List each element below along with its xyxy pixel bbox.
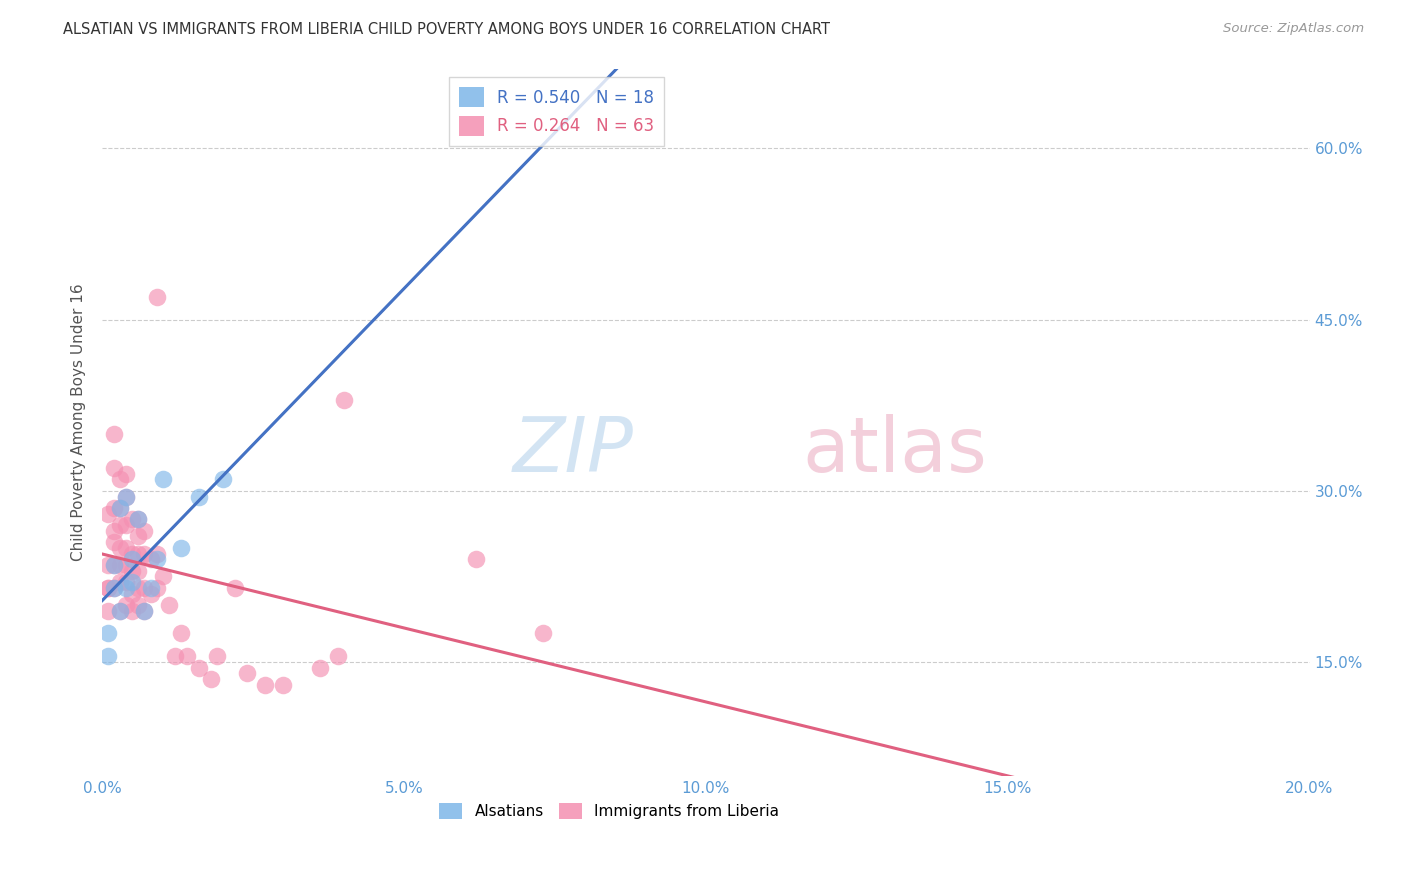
Point [127, 529, 149, 543]
Point [145, 581, 167, 595]
Text: Source: ZipAtlas.com: Source: ZipAtlas.com [1223, 22, 1364, 36]
Point [139, 581, 162, 595]
Point [103, 558, 125, 572]
Point [127, 512, 149, 526]
Point [200, 672, 222, 686]
Point [254, 678, 277, 692]
Point [170, 541, 193, 555]
Point [176, 649, 198, 664]
Point [110, 604, 132, 618]
Point [134, 581, 156, 595]
Point [134, 604, 156, 618]
Point [121, 564, 143, 578]
Point [103, 558, 125, 572]
Point [127, 564, 149, 578]
Point [97, 581, 120, 595]
Point [134, 547, 156, 561]
Point [145, 547, 167, 561]
Point [127, 598, 149, 612]
Point [103, 581, 125, 595]
Point [465, 552, 488, 566]
Point [110, 558, 132, 572]
Point [224, 581, 246, 595]
Point [121, 604, 143, 618]
Point [97, 604, 120, 618]
Point [205, 649, 228, 664]
Point [236, 666, 259, 681]
Point [139, 586, 162, 600]
Point [121, 575, 143, 590]
Point [110, 518, 132, 533]
Point [127, 581, 149, 595]
Point [121, 586, 143, 600]
Point [103, 524, 125, 538]
Text: ZIP: ZIP [513, 414, 634, 488]
Point [115, 490, 138, 504]
Point [115, 558, 138, 572]
Point [134, 524, 156, 538]
Point [121, 552, 143, 566]
Point [332, 392, 354, 407]
Legend: Alsatians, Immigrants from Liberia: Alsatians, Immigrants from Liberia [433, 797, 786, 825]
Point [97, 649, 120, 664]
Point [103, 581, 125, 595]
Point [187, 661, 209, 675]
Point [97, 626, 120, 640]
Point [127, 512, 149, 526]
Point [103, 426, 125, 441]
Point [134, 604, 156, 618]
Text: atlas: atlas [803, 414, 987, 488]
Point [115, 518, 138, 533]
Point [110, 604, 132, 618]
Point [115, 467, 138, 481]
Point [110, 500, 132, 515]
Point [115, 541, 138, 555]
Point [115, 575, 138, 590]
Point [115, 581, 138, 595]
Point [187, 490, 209, 504]
Point [271, 678, 294, 692]
Point [115, 598, 138, 612]
Point [121, 512, 143, 526]
Point [170, 626, 193, 640]
Text: ALSATIAN VS IMMIGRANTS FROM LIBERIA CHILD POVERTY AMONG BOYS UNDER 16 CORRELATIO: ALSATIAN VS IMMIGRANTS FROM LIBERIA CHIL… [63, 22, 831, 37]
Point [139, 552, 162, 566]
Point [157, 598, 180, 612]
Point [326, 649, 349, 664]
Point [110, 541, 132, 555]
Point [110, 472, 132, 486]
Point [110, 575, 132, 590]
Point [103, 500, 125, 515]
Point [97, 581, 120, 595]
Point [212, 472, 235, 486]
Point [97, 507, 120, 521]
Y-axis label: Child Poverty Among Boys Under 16: Child Poverty Among Boys Under 16 [72, 284, 86, 561]
Point [145, 552, 167, 566]
Point [115, 490, 138, 504]
Point [163, 649, 186, 664]
Point [97, 558, 120, 572]
Point [121, 547, 143, 561]
Point [531, 626, 554, 640]
Point [103, 461, 125, 475]
Point [145, 290, 167, 304]
Point [127, 547, 149, 561]
Point [152, 569, 174, 583]
Point [152, 472, 174, 486]
Point [110, 500, 132, 515]
Point [103, 535, 125, 549]
Point [308, 661, 330, 675]
